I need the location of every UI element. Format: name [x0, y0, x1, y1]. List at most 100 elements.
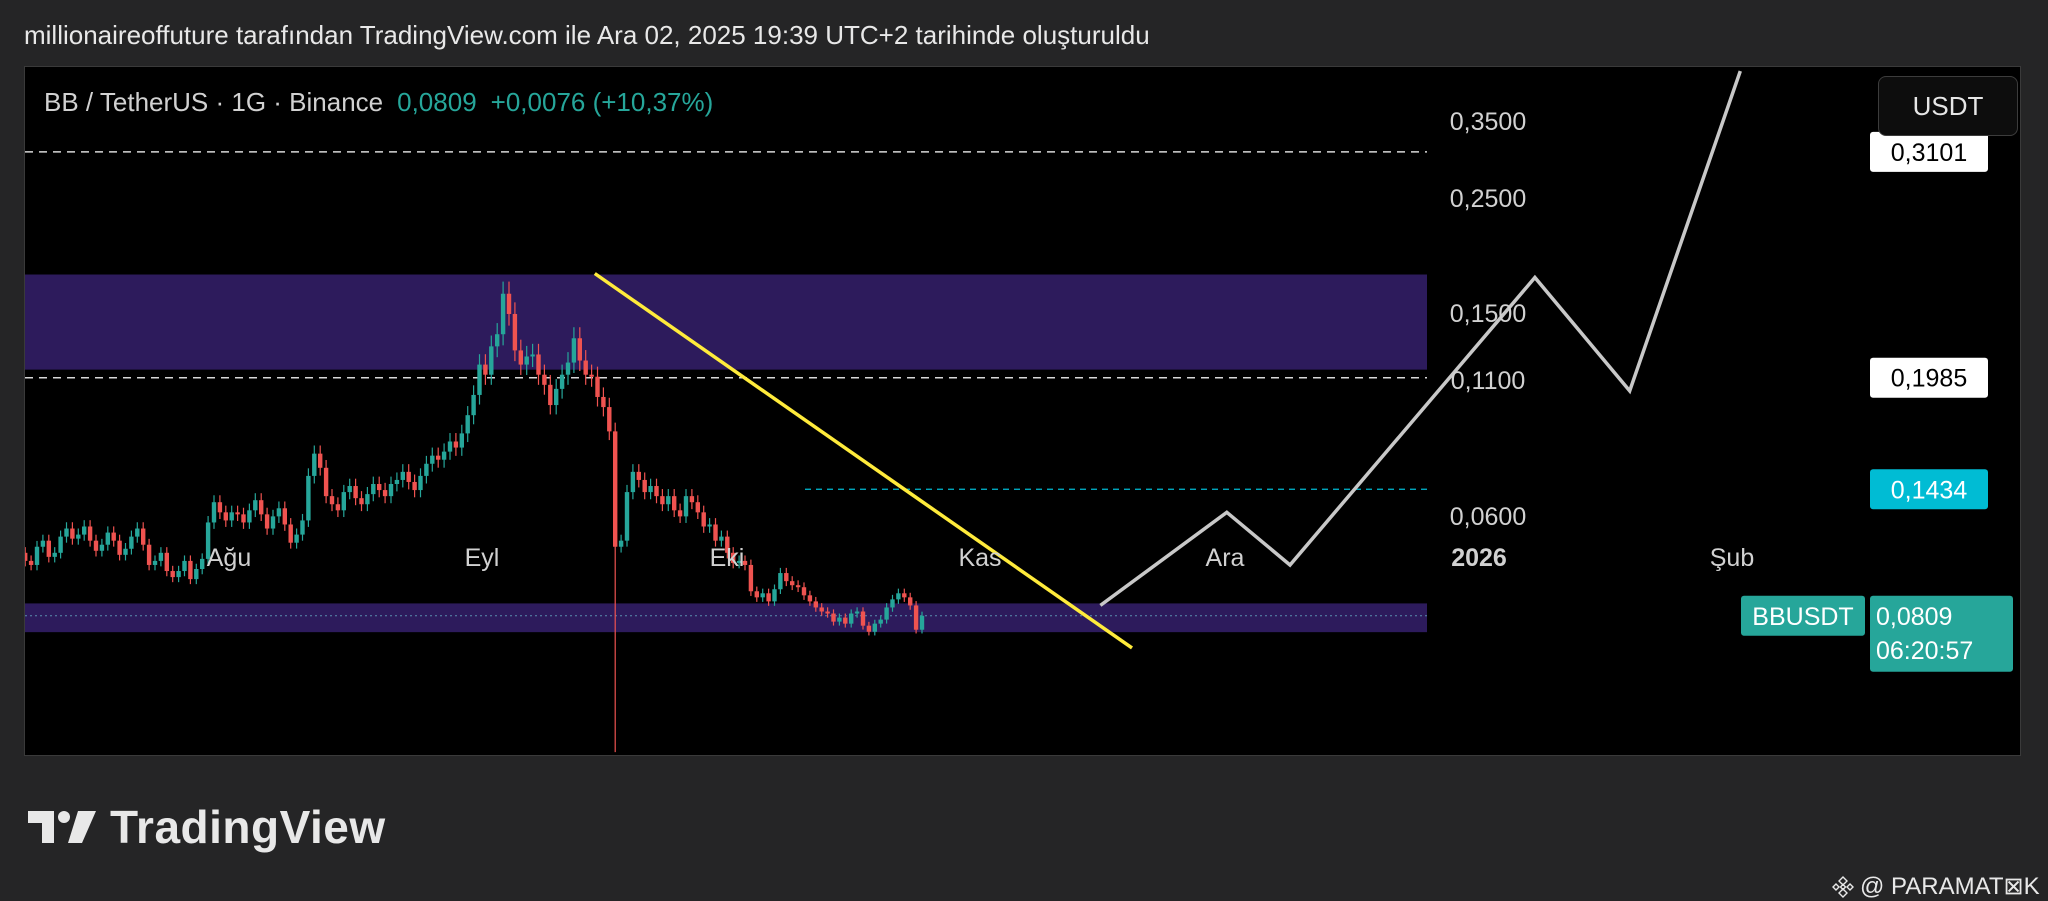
candle	[601, 387, 606, 417]
time-tick-label: Eyl	[465, 544, 500, 572]
candle	[672, 489, 677, 518]
candle-body	[660, 496, 665, 505]
candle-body	[701, 512, 706, 527]
candle-body	[524, 356, 529, 365]
candle-body	[247, 510, 252, 523]
candle	[430, 447, 435, 472]
candle-body	[707, 524, 712, 527]
candle-body	[123, 548, 128, 555]
candle	[689, 489, 695, 510]
candle-body	[913, 605, 919, 630]
candle-body	[394, 479, 400, 484]
candle	[253, 493, 258, 518]
candle	[25, 547, 28, 567]
candle-body	[554, 388, 559, 406]
candle-body	[241, 514, 246, 523]
candle-body	[577, 338, 582, 361]
symbol-tag-text: BBUSDT	[1752, 603, 1853, 631]
symbol-price: 0,0809	[397, 87, 477, 117]
symbol-tag-bg	[1741, 595, 1865, 636]
candle	[99, 538, 105, 557]
candle	[105, 526, 110, 551]
candle-body	[819, 607, 824, 612]
candle-body	[205, 522, 211, 559]
candle-body	[418, 475, 423, 491]
candle	[666, 489, 671, 512]
candle	[731, 547, 736, 569]
candle-body	[335, 504, 341, 511]
candle-body	[536, 354, 541, 375]
time-tick-label: Ara	[1206, 544, 1245, 572]
candle-body	[742, 560, 748, 565]
currency-button[interactable]: USDT	[1878, 76, 2018, 136]
price-axis: 0,3500 0,2500 0,1500 0,1100 0,0600	[1450, 108, 1526, 531]
candle-body	[843, 617, 848, 624]
candle-body	[677, 510, 683, 517]
candle-body	[825, 611, 830, 614]
candle-body	[323, 467, 329, 497]
candle	[489, 335, 494, 385]
candle	[176, 565, 181, 583]
symbol-name[interactable]: BB / TetherUS · 1G · Binance	[44, 87, 384, 117]
countdown-text: 06:20:57	[1876, 637, 1973, 665]
time-tick-label: Ağu	[207, 544, 251, 572]
candle	[377, 476, 382, 498]
candle	[335, 497, 341, 518]
candle-body	[129, 536, 134, 549]
chart-pane[interactable]: 0,3500 0,2500 0,1500 0,1100 0,0600 Ağu Eyl Eki…	[24, 66, 2021, 756]
candle	[46, 534, 51, 563]
candle	[76, 528, 81, 545]
candle	[825, 607, 830, 618]
candle	[406, 464, 411, 490]
candle-body	[548, 384, 553, 406]
candle-body	[105, 532, 110, 545]
candle	[542, 364, 547, 395]
candle	[158, 547, 164, 567]
candle-body	[801, 587, 807, 596]
candle	[831, 609, 836, 626]
price-tag-mid-text: 0,1985	[1891, 365, 1967, 393]
tradingview-logo[interactable]: TradingView	[28, 800, 386, 854]
candle-body	[318, 453, 323, 468]
candle	[82, 520, 87, 541]
candle-body	[388, 483, 394, 497]
candle	[211, 495, 217, 529]
candle-body	[441, 451, 447, 460]
time-axis: Ağu Eyl Eki Kas Ara 2026 Şub	[207, 544, 1754, 572]
symbol-tag: BBUSDT	[1741, 595, 1865, 636]
candle-body	[666, 496, 671, 505]
candle-body	[624, 492, 630, 541]
candle	[618, 534, 624, 553]
time-tick-label: 2026	[1451, 544, 1507, 572]
demand-zone-2	[25, 603, 1427, 633]
current-price-tag-bg	[1870, 595, 2013, 672]
candle-body	[264, 514, 270, 529]
price-tick-label: 0,0600	[1450, 503, 1526, 531]
candle-body	[377, 483, 382, 491]
candle	[40, 534, 46, 553]
candle	[837, 613, 842, 626]
demand-zone-1	[25, 274, 1427, 370]
price-chart[interactable]: 0,3500 0,2500 0,1500 0,1100 0,0600 Ağu Eyl Eki…	[25, 67, 2020, 755]
candle-body	[158, 552, 164, 561]
candle	[548, 374, 553, 415]
candle	[34, 540, 40, 571]
candle	[371, 476, 376, 502]
levels-layer	[25, 151, 1427, 617]
candle	[447, 433, 453, 460]
candle-body	[790, 581, 795, 586]
candle	[813, 596, 818, 612]
candle	[123, 542, 128, 561]
candle	[477, 354, 482, 405]
candle	[365, 486, 370, 512]
candle	[660, 489, 665, 512]
candle	[908, 592, 913, 610]
candle-body	[64, 528, 69, 537]
candle-body	[530, 354, 535, 357]
candle-body	[713, 524, 718, 541]
candle-body	[908, 597, 913, 606]
candle	[412, 474, 417, 498]
candle	[624, 484, 630, 547]
candle	[382, 482, 388, 504]
candle	[524, 345, 529, 375]
